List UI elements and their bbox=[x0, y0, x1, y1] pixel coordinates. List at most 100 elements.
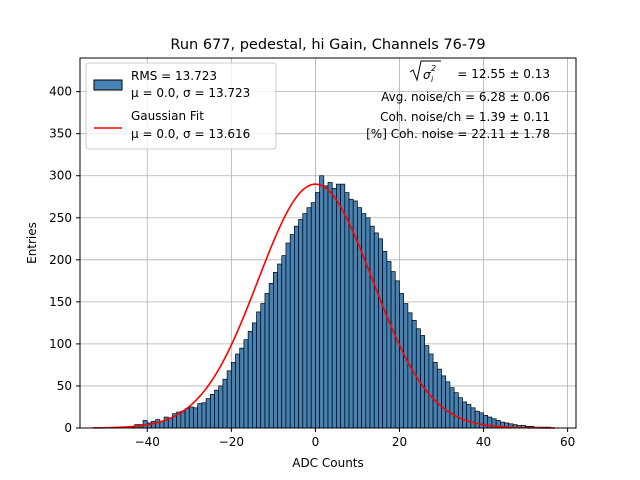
histogram-bar bbox=[310, 202, 316, 429]
histogram-bar bbox=[205, 398, 211, 429]
x-tick-label: 0 bbox=[312, 435, 320, 449]
legend-fit-line2: μ = 0.0, σ = 13.616 bbox=[131, 127, 250, 141]
histogram-bar bbox=[214, 389, 220, 429]
histogram-bar bbox=[466, 404, 472, 429]
histogram-bar bbox=[441, 375, 447, 429]
histogram-bar bbox=[357, 207, 362, 429]
histogram-bar bbox=[197, 403, 203, 429]
histogram-bar bbox=[327, 182, 333, 429]
x-tick-label: −40 bbox=[135, 435, 160, 449]
y-tick-label: 350 bbox=[49, 127, 72, 141]
histogram-bar bbox=[319, 175, 325, 429]
histogram-bar bbox=[348, 198, 354, 429]
histogram-bar bbox=[260, 303, 266, 429]
histogram-bar bbox=[273, 272, 278, 429]
histogram-bar bbox=[226, 370, 232, 429]
svg-text:σ: σ bbox=[423, 68, 431, 82]
x-tick-label: 20 bbox=[392, 435, 407, 449]
y-tick-label: 0 bbox=[64, 421, 72, 435]
histogram-bar bbox=[436, 368, 442, 429]
histogram-bar bbox=[390, 271, 396, 429]
histogram-bar bbox=[256, 311, 262, 429]
y-tick-label: 250 bbox=[49, 211, 72, 225]
histogram-bar bbox=[457, 397, 463, 429]
histogram-bar bbox=[399, 293, 405, 429]
sigma-value-text: = 12.55 ± 0.13 bbox=[457, 67, 550, 81]
y-tick-label: 300 bbox=[49, 169, 72, 183]
histogram-bar bbox=[453, 392, 459, 429]
histogram-bar bbox=[243, 339, 249, 429]
histogram-bar bbox=[344, 192, 350, 429]
noise-annotations: σ 2 i = 12.55 ± 0.13 Avg. noise/ch = 6.2… bbox=[366, 60, 550, 141]
svg-text:2: 2 bbox=[431, 64, 436, 73]
x-tick-label: −20 bbox=[219, 435, 244, 449]
histogram-bar bbox=[449, 387, 455, 429]
histogram-bar bbox=[180, 410, 186, 429]
coh-noise-text: Coh. noise/ch = 1.39 ± 0.11 bbox=[380, 110, 550, 124]
legend-patch-histogram bbox=[93, 79, 123, 91]
histogram-bar bbox=[361, 213, 367, 429]
y-tick-label: 150 bbox=[49, 295, 72, 309]
histogram-bar bbox=[268, 283, 274, 429]
histogram-bar bbox=[394, 280, 400, 429]
histogram-bar bbox=[331, 187, 337, 429]
legend-fit-line1: Gaussian Fit bbox=[131, 109, 204, 123]
sqrt-sigma-symbol: σ 2 i bbox=[409, 60, 441, 84]
histogram-bar bbox=[378, 238, 383, 429]
plot-frame bbox=[79, 57, 577, 429]
y-tick-label: 50 bbox=[57, 379, 72, 393]
y-tick-label: 100 bbox=[49, 337, 72, 351]
histogram-bar bbox=[188, 406, 194, 429]
histogram-bar bbox=[407, 312, 413, 429]
y-tick-label: 400 bbox=[49, 85, 72, 99]
histogram-bar bbox=[369, 225, 375, 429]
histogram-bar bbox=[340, 183, 346, 429]
histogram-bar bbox=[373, 232, 379, 429]
histogram-bar bbox=[462, 401, 468, 429]
histogram-bar bbox=[323, 185, 329, 429]
histogram-bar bbox=[294, 225, 299, 429]
histogram-bar bbox=[209, 394, 215, 429]
histogram-bar bbox=[474, 410, 480, 429]
histogram-bar bbox=[193, 407, 199, 429]
histogram-bar bbox=[298, 219, 304, 429]
legend-hist-line2: μ = 0.0, σ = 13.723 bbox=[131, 86, 250, 100]
x-tick-label: 60 bbox=[560, 435, 575, 449]
histogram-bar bbox=[184, 408, 190, 429]
histogram-bar bbox=[239, 347, 245, 429]
histogram-bars bbox=[121, 175, 552, 429]
x-axis-label: ADC Counts bbox=[292, 456, 364, 470]
histogram-bar bbox=[247, 330, 253, 429]
histogram-bar bbox=[306, 207, 312, 429]
grid-lines bbox=[80, 58, 576, 429]
histogram-bar bbox=[483, 415, 489, 429]
histogram-bar bbox=[155, 419, 161, 429]
x-axis-ticks: −40 −20 0 20 40 60 bbox=[135, 428, 575, 449]
histogram-bar bbox=[285, 242, 291, 429]
chart-title: Run 677, pedestal, hi Gain, Channels 76-… bbox=[170, 37, 485, 53]
histogram-bar bbox=[428, 353, 434, 429]
gaussian-fit-line bbox=[92, 183, 555, 429]
x-tick-label: 40 bbox=[476, 435, 491, 449]
histogram-bar bbox=[336, 183, 341, 429]
histogram-bar bbox=[201, 402, 207, 429]
histogram-bar bbox=[445, 381, 451, 429]
histogram-bar bbox=[222, 378, 228, 429]
legend-box bbox=[85, 62, 277, 150]
histogram-bar bbox=[289, 234, 295, 429]
y-tick-label: 200 bbox=[49, 253, 72, 267]
histogram-bar bbox=[470, 407, 476, 429]
histogram-bar bbox=[235, 353, 241, 429]
legend: RMS = 13.723 μ = 0.0, σ = 13.723 Gaussia… bbox=[85, 62, 277, 150]
histogram-bar bbox=[281, 255, 287, 429]
histogram-bar bbox=[230, 362, 236, 429]
histogram-bar bbox=[264, 293, 270, 429]
histogram-bar bbox=[478, 412, 484, 429]
histogram-bar bbox=[251, 322, 257, 429]
histogram-bar bbox=[218, 385, 224, 429]
avg-noise-text: Avg. noise/ch = 6.28 ± 0.06 bbox=[381, 90, 550, 104]
histogram-bar bbox=[432, 362, 438, 429]
y-axis-ticks: 0 50 100 150 200 250 300 350 400 bbox=[49, 85, 80, 435]
y-axis-label: Entries bbox=[25, 222, 39, 264]
